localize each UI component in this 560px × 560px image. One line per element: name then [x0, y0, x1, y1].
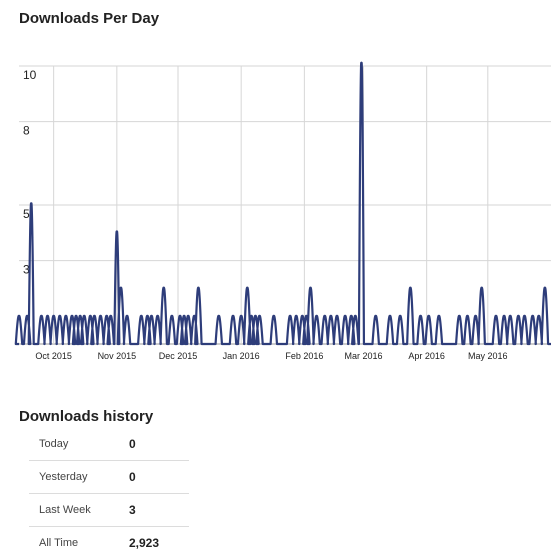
history-value: 0 — [129, 470, 136, 484]
x-tick-label: Oct 2015 — [35, 351, 72, 361]
history-label: Today — [39, 438, 69, 450]
history-value: 3 — [129, 503, 136, 517]
downloads-series-line — [14, 61, 551, 346]
x-axis-ticks: Oct 2015 Nov 2015 Dec 2015 Jan 2016 Feb 2016… — [35, 351, 507, 361]
y-axis-ticks: 3 5 8 10 — [23, 68, 37, 277]
x-tick-label: May 2016 — [468, 351, 508, 361]
history-title: Downloads history — [19, 408, 154, 425]
x-tick-label: Feb 2016 — [285, 351, 323, 361]
grid — [19, 65, 551, 345]
x-tick-label: Mar 2016 — [344, 351, 382, 361]
history-value: 2,923 — [129, 536, 160, 550]
chart-title: Downloads Per Day — [19, 10, 160, 27]
downloads-chart: 3 5 8 10 Oct 2015 Nov 2015 Dec 2015 Jan 2016 Fe… — [14, 61, 551, 361]
y-tick-label: 5 — [23, 207, 30, 221]
history-label: All Time — [39, 537, 79, 549]
x-tick-label: Dec 2015 — [159, 351, 198, 361]
x-tick-label: Nov 2015 — [98, 351, 137, 361]
downloads-history-table: Today 0 Yesterday 0 Last Week 3 All Time… — [29, 428, 189, 559]
x-tick-label: Jan 2016 — [223, 351, 260, 361]
history-row-all-time: All Time 2,923 — [29, 527, 189, 560]
history-label: Yesterday — [39, 471, 88, 483]
history-label: Last Week — [39, 504, 91, 516]
x-tick-label: Apr 2016 — [408, 351, 445, 361]
history-value: 0 — [129, 437, 136, 451]
history-row-last-week: Last Week 3 — [29, 494, 189, 527]
y-tick-label: 10 — [23, 68, 37, 82]
y-tick-label: 8 — [23, 124, 30, 138]
history-row-yesterday: Yesterday 0 — [29, 461, 189, 494]
history-row-today: Today 0 — [29, 428, 189, 461]
y-tick-label: 3 — [23, 263, 30, 277]
